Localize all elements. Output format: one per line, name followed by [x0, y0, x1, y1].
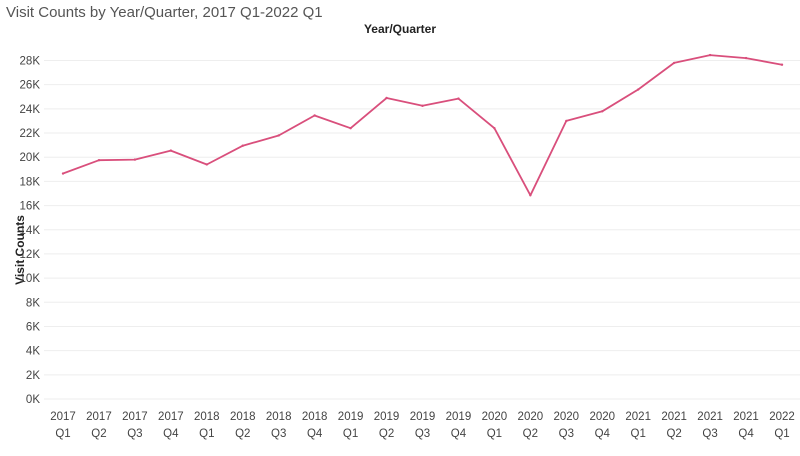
y-tick-label: 16K	[20, 201, 41, 213]
x-tick-quarter-label: Q1	[343, 428, 358, 440]
x-tick-quarter-label: Q4	[307, 428, 323, 440]
x-tick-quarter-label: Q1	[487, 428, 502, 440]
x-tick-quarter-label: Q3	[127, 428, 142, 440]
y-tick-label: 14K	[20, 225, 41, 237]
x-tick-year-label: 2021	[697, 411, 723, 423]
data-point	[133, 158, 137, 161]
x-tick-quarter-label: Q4	[595, 428, 611, 440]
data-point	[529, 194, 532, 197]
x-tick-year-label: 2019	[446, 411, 472, 423]
x-tick-quarter-label: Q4	[738, 428, 754, 440]
x-tick-quarter-label: Q2	[523, 428, 538, 440]
x-tick-quarter-label: Q1	[631, 428, 646, 440]
data-point	[493, 127, 496, 130]
x-tick-quarter-label: Q3	[559, 428, 574, 440]
y-axis-ticks: 0K 2K 4K 6K 8K 10K 12K 14K 16K 18K 20K 22K 24K 26K 28K	[20, 56, 41, 407]
data-point	[385, 96, 388, 100]
data-point	[205, 163, 208, 166]
x-tick-year-label: 2018	[302, 411, 328, 423]
chart-title: Visit Counts by Year/Quarter, 2017 Q1-20…	[6, 4, 323, 21]
y-tick-label: 18K	[20, 176, 41, 188]
data-point	[313, 114, 316, 117]
y-tick-label: 24K	[20, 104, 41, 116]
x-tick-year-label: 2017	[50, 411, 76, 423]
x-tick-year-label: 2019	[338, 411, 364, 423]
x-tick-year-label: 2017	[86, 411, 112, 423]
x-tick-quarter-label: Q1	[774, 428, 789, 440]
x-tick-quarter-label: Q4	[451, 428, 467, 440]
x-tick-year-label: 2020	[482, 411, 508, 423]
x-tick-year-label: 2018	[230, 411, 256, 423]
y-tick-label: 4K	[26, 346, 40, 358]
data-point	[421, 104, 424, 108]
x-tick-quarter-label: Q3	[415, 428, 430, 440]
data-point	[61, 172, 65, 175]
data-point	[672, 61, 676, 65]
x-tick-year-label: 2020	[589, 411, 615, 423]
y-tick-label: 26K	[20, 80, 41, 92]
y-tick-label: 20K	[20, 152, 41, 164]
data-point	[565, 119, 568, 123]
y-tick-label: 22K	[20, 128, 41, 140]
data-point	[708, 53, 712, 57]
x-tick-year-label: 2020	[518, 411, 544, 423]
data-point	[457, 97, 460, 100]
x-tick-year-label: 2019	[374, 411, 400, 423]
gridlines	[44, 60, 800, 400]
data-point	[97, 159, 101, 162]
x-tick-year-label: 2021	[733, 411, 759, 423]
x-tick-year-label: 2021	[625, 411, 651, 423]
y-tick-label: 0K	[26, 394, 40, 406]
x-tick-year-label: 2022	[769, 411, 795, 423]
data-point	[169, 149, 173, 152]
x-tick-quarter-label: Q2	[235, 428, 250, 440]
data-point	[241, 144, 244, 147]
data-point	[601, 110, 604, 113]
data-point	[637, 88, 640, 91]
x-tick-quarter-label: Q2	[91, 428, 106, 440]
x-tick-quarter-label: Q1	[199, 428, 214, 440]
x-tick-year-label: 2020	[554, 411, 580, 423]
x-tick-year-label: 2019	[410, 411, 436, 423]
x-tick-quarter-label: Q3	[271, 428, 286, 440]
x-tick-year-label: 2021	[661, 411, 687, 423]
series-line	[62, 54, 783, 197]
x-axis-header: Year/Quarter	[363, 22, 437, 36]
x-tick-year-label: 2017	[122, 411, 148, 423]
y-tick-label: 2K	[26, 370, 40, 382]
y-tick-label: 6K	[26, 321, 40, 333]
data-point	[349, 127, 352, 130]
x-tick-year-label: 2018	[194, 411, 220, 423]
y-tick-label: 8K	[26, 297, 40, 309]
data-point	[780, 63, 784, 66]
x-tick-year-label: 2018	[266, 411, 292, 423]
data-point	[744, 56, 748, 60]
x-tick-quarter-label: Q3	[702, 428, 717, 440]
x-tick-year-label: 2017	[158, 411, 184, 423]
data-point	[277, 134, 280, 137]
x-axis-ticks: 2017 Q1 2017 Q2 2017 Q3 2017 Q4 2018 Q1 2018 Q2 2018…	[50, 411, 795, 440]
x-tick-quarter-label: Q1	[55, 428, 70, 440]
y-tick-label: 12K	[20, 249, 41, 261]
x-tick-quarter-label: Q4	[163, 428, 179, 440]
x-tick-quarter-label: Q2	[666, 428, 681, 440]
series-layer	[61, 53, 784, 197]
y-tick-label: 10K	[20, 273, 41, 285]
x-tick-quarter-label: Q2	[379, 428, 394, 440]
y-tick-label: 28K	[20, 56, 41, 68]
